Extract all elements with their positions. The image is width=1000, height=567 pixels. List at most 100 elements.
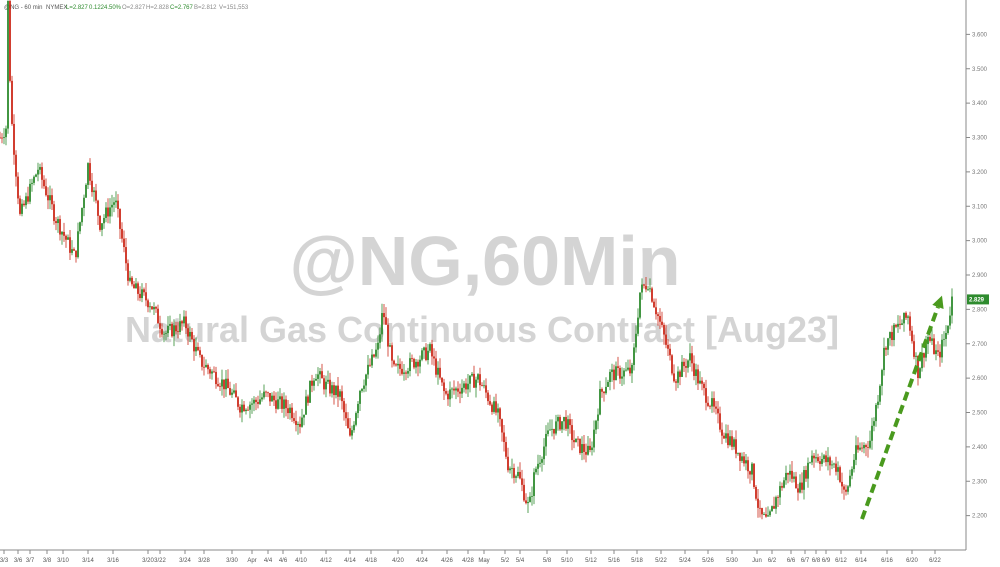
candle-body xyxy=(359,390,361,404)
candle-body xyxy=(585,451,587,455)
candle-body xyxy=(565,417,567,429)
x-tick-label: 6/14 xyxy=(855,558,867,564)
candle-body xyxy=(615,366,617,381)
candle-body xyxy=(321,371,323,379)
candle-body xyxy=(413,358,415,368)
candle-body xyxy=(613,369,615,381)
candle-body xyxy=(943,338,945,340)
candle-body xyxy=(15,154,17,177)
candle-body xyxy=(101,223,103,230)
candle-body xyxy=(599,389,601,415)
candle-body xyxy=(85,184,87,198)
candle-body xyxy=(517,471,519,477)
candle-body xyxy=(39,167,41,170)
watermark-symbol-title: @NG,60Min xyxy=(289,222,680,300)
x-tick-label: 4/4 xyxy=(264,558,273,564)
candle-body xyxy=(575,438,577,443)
x-tick-label: 3/22 xyxy=(154,558,166,564)
candle-body xyxy=(141,289,143,299)
candle-body xyxy=(271,395,273,402)
candle-body xyxy=(27,196,29,202)
trend-arrow-head xyxy=(932,295,944,309)
candle-body xyxy=(581,444,583,453)
candle-body xyxy=(851,469,853,476)
candle-body xyxy=(691,353,693,364)
candlestick-series xyxy=(0,0,953,520)
candle-body xyxy=(299,423,301,427)
candle-body xyxy=(759,507,761,509)
candle-body xyxy=(583,444,585,452)
candle-body xyxy=(745,460,747,464)
candle-body xyxy=(671,355,673,374)
candle-body xyxy=(37,169,39,175)
trend-arrow xyxy=(860,295,944,520)
header-open: O=2.827 xyxy=(122,5,146,11)
candle-body xyxy=(747,460,749,472)
candle-body xyxy=(211,371,213,374)
candle-body xyxy=(129,277,131,281)
candle-body xyxy=(403,372,405,374)
candle-body xyxy=(465,383,467,390)
candle-body xyxy=(135,283,137,289)
candle-body xyxy=(755,486,757,499)
candle-body xyxy=(247,409,249,411)
candle-body xyxy=(511,467,513,469)
candle-body xyxy=(241,404,243,413)
candle-body xyxy=(463,383,465,388)
candle-body xyxy=(799,482,801,493)
x-tick-label: 5/22 xyxy=(655,558,667,564)
candle-body xyxy=(689,353,691,361)
candle-body xyxy=(633,347,635,365)
candle-body xyxy=(237,397,239,407)
candle-body xyxy=(905,312,907,318)
candle-body xyxy=(177,331,179,333)
candle-body xyxy=(187,328,189,337)
candle-body xyxy=(33,176,35,183)
candle-body xyxy=(325,381,327,390)
candle-body xyxy=(635,333,637,348)
candle-body xyxy=(867,447,869,448)
candle-body xyxy=(887,338,889,350)
candle-body xyxy=(769,511,771,516)
candle-body xyxy=(771,506,773,512)
candle-body xyxy=(17,176,19,199)
x-tick-label: 3/30 xyxy=(226,558,238,564)
x-tick-label: 3/20 xyxy=(142,558,154,564)
candle-body xyxy=(563,417,565,422)
candle-body xyxy=(49,195,51,201)
candle-body xyxy=(695,369,697,376)
candle-body xyxy=(477,374,479,380)
candle-body xyxy=(899,323,901,325)
candle-body xyxy=(479,374,481,386)
candle-body xyxy=(597,414,599,421)
x-tick-label: 6/8 xyxy=(812,558,821,564)
candle-body xyxy=(933,338,935,354)
candle-body xyxy=(739,452,741,461)
candle-body xyxy=(55,221,57,224)
header-last: L=2.827 xyxy=(66,5,89,11)
candle-body xyxy=(489,401,491,405)
x-tick-label: 4/28 xyxy=(462,558,474,564)
candle-body xyxy=(641,284,643,293)
candle-body xyxy=(793,476,795,479)
candle-body xyxy=(707,402,709,406)
x-tick-label: 5/12 xyxy=(585,558,597,564)
candle-body xyxy=(35,174,37,177)
candle-body xyxy=(947,325,949,334)
candle-body xyxy=(9,1,11,81)
candle-body xyxy=(119,208,121,229)
candle-body xyxy=(389,345,391,347)
candle-body xyxy=(231,392,233,395)
candle-body xyxy=(89,163,91,181)
candle-body xyxy=(59,219,61,235)
candle-body xyxy=(291,407,293,419)
x-tick-label: 6/7 xyxy=(801,558,810,564)
candle-body xyxy=(553,428,555,434)
candle-body xyxy=(643,284,645,286)
x-tick-label: 5/8 xyxy=(543,558,552,564)
candle-body xyxy=(377,342,379,350)
candle-body xyxy=(555,421,557,434)
candle-body xyxy=(919,368,921,379)
candle-body xyxy=(335,385,337,396)
